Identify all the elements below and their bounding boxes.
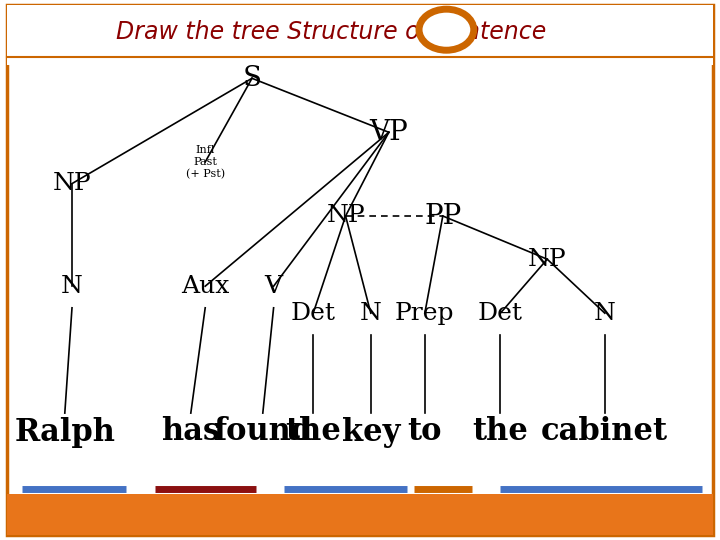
Text: Prep: Prep: [395, 302, 454, 325]
Text: found: found: [213, 416, 312, 448]
Text: N: N: [360, 302, 382, 325]
Text: NP: NP: [326, 205, 365, 227]
Text: Ralph: Ralph: [14, 416, 115, 448]
Text: cabinet: cabinet: [541, 416, 668, 448]
Text: NP: NP: [53, 172, 91, 195]
Text: S: S: [243, 65, 261, 92]
Bar: [7, 494, 713, 535]
Text: to: to: [408, 416, 442, 448]
Text: N: N: [61, 275, 83, 298]
Text: VP: VP: [369, 119, 408, 146]
Circle shape: [419, 9, 474, 50]
Text: Det: Det: [291, 302, 336, 325]
Text: Aux: Aux: [181, 275, 230, 298]
Text: Infl
Past
(+ Pst): Infl Past (+ Pst): [186, 145, 225, 179]
Text: V: V: [265, 275, 283, 298]
Text: the: the: [285, 416, 341, 448]
Text: key: key: [341, 416, 400, 448]
Text: Det: Det: [478, 302, 523, 325]
Text: NP: NP: [528, 248, 567, 271]
Bar: [7, 5, 713, 65]
Text: the: the: [472, 416, 528, 448]
Text: PP: PP: [424, 202, 462, 230]
Text: has: has: [161, 416, 220, 448]
Text: N: N: [594, 302, 616, 325]
Text: Draw the tree Structure of Sentence: Draw the tree Structure of Sentence: [116, 20, 546, 44]
